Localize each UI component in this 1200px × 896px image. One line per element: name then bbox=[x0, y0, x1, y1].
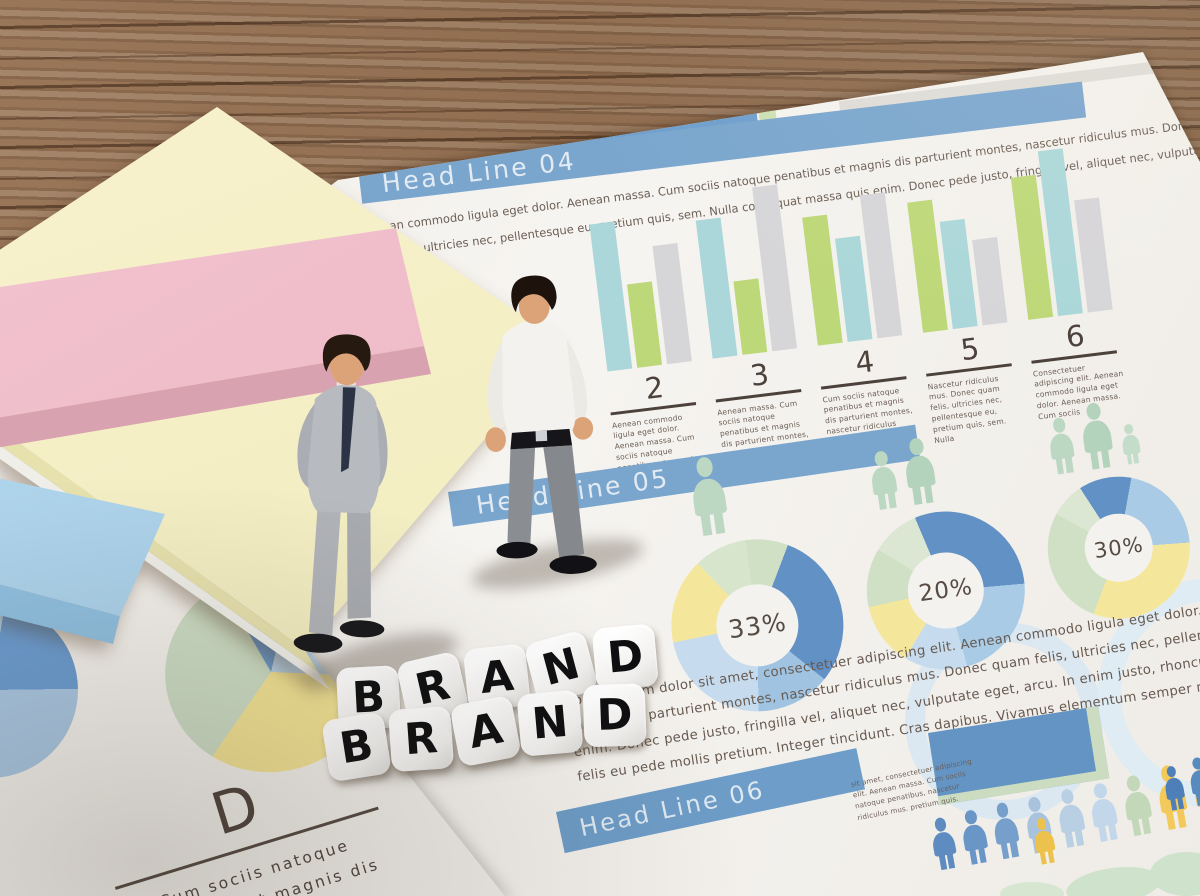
businessman-figurine-white-shirt bbox=[485, 275, 597, 574]
brand-die-D: D bbox=[582, 683, 647, 748]
businessman-figurine-gray-suit bbox=[293, 334, 388, 653]
brand-die-R: R bbox=[387, 705, 455, 773]
brand-die-B: B bbox=[321, 711, 393, 783]
bottom-mint-blob bbox=[1000, 882, 1064, 896]
brand-die-D: D bbox=[591, 623, 659, 691]
brand-die-A: A bbox=[449, 694, 522, 768]
brand-die-N: N bbox=[516, 689, 584, 757]
